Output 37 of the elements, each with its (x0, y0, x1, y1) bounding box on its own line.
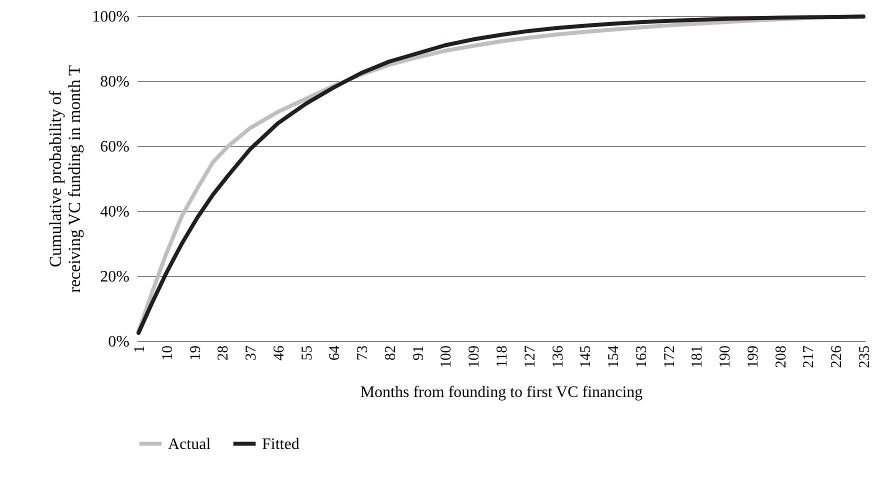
x-tick-label: 181 (690, 346, 706, 368)
x-tick-label: 226 (829, 345, 846, 368)
x-tick-label: 154 (606, 345, 622, 368)
x-tick-label: 163 (634, 346, 650, 368)
x-tick-label: 235 (856, 346, 873, 368)
x-tick-label: 145 (578, 346, 594, 368)
x-tick-label: 100 (438, 346, 455, 368)
x-tick-label: 199 (745, 346, 762, 368)
x-tick-label: 82 (382, 346, 399, 360)
x-axis-title: Months from founding to first VC financing (360, 384, 643, 401)
y-tick-label: 20% (100, 268, 130, 286)
legend-label: Actual (168, 436, 212, 453)
legend-label: Fitted (262, 436, 300, 453)
x-tick-label: 91 (410, 346, 427, 360)
x-tick-label: 46 (271, 345, 288, 360)
x-tick-label: 28 (216, 346, 232, 360)
x-tick-label: 109 (466, 346, 483, 368)
y-tick-label: 0% (108, 334, 130, 350)
y-tick-label: 80% (100, 74, 130, 90)
x-tick-label: 55 (299, 346, 316, 360)
x-tick-label: 64 (327, 345, 344, 360)
x-tick-label: 190 (718, 346, 734, 368)
y-tick-label: 60% (100, 138, 130, 156)
x-tick-label: 37 (244, 345, 260, 360)
x-tick-label: 208 (773, 346, 790, 368)
x-tick-label: 127 (522, 345, 538, 368)
x-tick-label: 19 (188, 346, 204, 360)
y-tick-label: 40% (100, 204, 130, 220)
x-tick-label: 1 (132, 346, 148, 353)
x-tick-label: 217 (801, 345, 818, 368)
x-tick-label: 172 (662, 346, 678, 368)
x-tick-label: 10 (160, 346, 176, 360)
x-tick-label: 73 (355, 346, 372, 360)
x-tick-label: 118 (494, 346, 510, 368)
y-axis-title: Cumulative probability of receiving VC funding in month T (46, 64, 84, 293)
x-tick-label: 136 (550, 345, 566, 368)
y-tick-label: 100% (92, 8, 130, 26)
